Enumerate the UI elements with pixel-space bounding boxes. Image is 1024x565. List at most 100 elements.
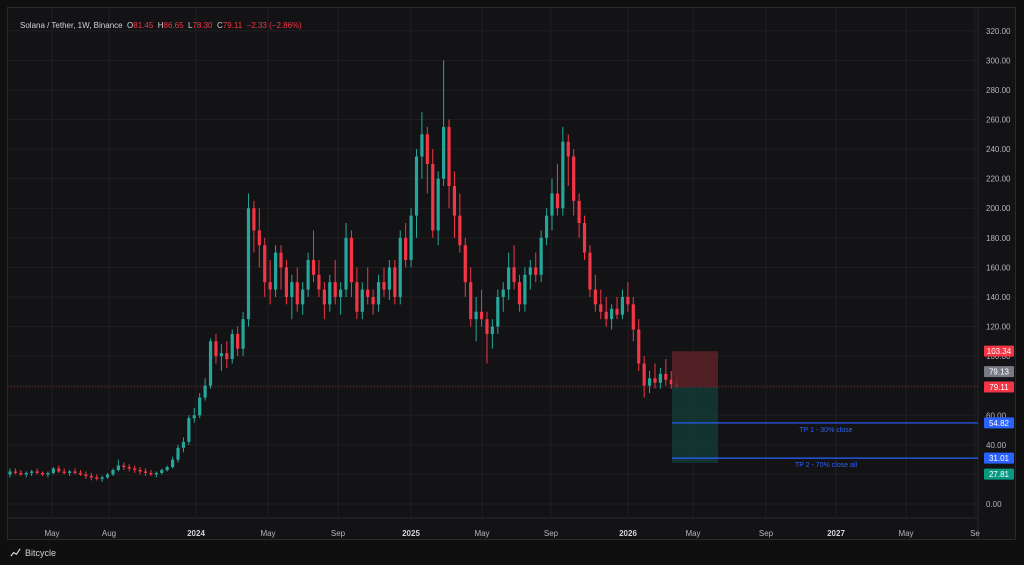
candle-body[interactable]	[339, 289, 343, 297]
candle-body[interactable]	[479, 311, 484, 320]
candle-body[interactable]	[452, 186, 457, 216]
candle-body[interactable]	[165, 467, 169, 470]
candle-body[interactable]	[474, 311, 478, 320]
candle-body[interactable]	[620, 296, 625, 315]
candle-body[interactable]	[133, 468, 137, 470]
candle-body[interactable]	[447, 126, 451, 187]
candle-body[interactable]	[116, 465, 120, 470]
candle-body[interactable]	[317, 274, 321, 290]
candle-body[interactable]	[100, 477, 104, 479]
candle-body[interactable]	[615, 308, 619, 315]
candle-body[interactable]	[420, 134, 424, 157]
candle-body[interactable]	[414, 156, 419, 216]
candle-body[interactable]	[219, 353, 223, 357]
candle-body[interactable]	[30, 471, 34, 473]
candle-body[interactable]	[127, 467, 131, 469]
candle-body[interactable]	[610, 308, 614, 320]
candle-body[interactable]	[149, 472, 153, 475]
candle-body[interactable]	[550, 193, 554, 216]
candle-body[interactable]	[517, 282, 522, 305]
candle-body[interactable]	[284, 267, 289, 297]
candle-body[interactable]	[241, 319, 245, 349]
candle-body[interactable]	[290, 282, 294, 297]
candle-body[interactable]	[588, 252, 592, 290]
stop-loss-zone[interactable]	[672, 351, 718, 388]
candle-body[interactable]	[13, 471, 18, 473]
candle-body[interactable]	[436, 178, 440, 231]
candle-body[interactable]	[62, 471, 66, 473]
candle-body[interactable]	[398, 237, 402, 297]
candle-body[interactable]	[669, 379, 673, 385]
candle-body[interactable]	[593, 289, 597, 305]
candle-body[interactable]	[647, 378, 652, 386]
candle-body[interactable]	[111, 469, 115, 475]
candle-body[interactable]	[360, 289, 364, 312]
candle-body[interactable]	[122, 465, 126, 468]
candle-body[interactable]	[176, 447, 180, 460]
candle-body[interactable]	[653, 378, 657, 383]
candle-body[interactable]	[534, 267, 538, 275]
candle-body[interactable]	[208, 341, 213, 386]
candle-body[interactable]	[295, 282, 299, 305]
candle-body[interactable]	[496, 296, 500, 327]
candle-body[interactable]	[376, 282, 381, 305]
candle-body[interactable]	[658, 373, 662, 383]
candle-body[interactable]	[311, 260, 316, 275]
candle-body[interactable]	[458, 215, 462, 246]
candle-body[interactable]	[192, 415, 196, 419]
candle-body[interactable]	[572, 156, 576, 201]
candle-body[interactable]	[333, 282, 337, 297]
candle-body[interactable]	[442, 126, 446, 179]
candle-body[interactable]	[68, 471, 72, 473]
candle-body[interactable]	[512, 267, 516, 283]
candle-body[interactable]	[387, 267, 391, 290]
candle-body[interactable]	[40, 472, 45, 475]
candle-body[interactable]	[501, 289, 505, 297]
candle-body[interactable]	[409, 215, 413, 260]
candle-body[interactable]	[138, 469, 142, 472]
candle-body[interactable]	[89, 475, 93, 478]
candle-body[interactable]	[599, 304, 603, 312]
candle-body[interactable]	[344, 237, 348, 290]
candle-body[interactable]	[637, 329, 641, 364]
candle-body[interactable]	[469, 282, 473, 320]
candle-body[interactable]	[51, 468, 55, 473]
candle-body[interactable]	[279, 252, 283, 268]
candle-body[interactable]	[555, 193, 560, 209]
candle-body[interactable]	[322, 289, 326, 305]
candle-body[interactable]	[187, 418, 191, 442]
candle-body[interactable]	[225, 353, 229, 360]
candle-body[interactable]	[171, 459, 175, 468]
candle-body[interactable]	[349, 237, 354, 283]
candle-body[interactable]	[355, 282, 359, 312]
candle-body[interactable]	[485, 319, 489, 334]
candle-body[interactable]	[366, 289, 370, 297]
candle-body[interactable]	[507, 267, 511, 290]
candle-body[interactable]	[382, 282, 386, 290]
candle-body[interactable]	[198, 397, 202, 416]
candle-body[interactable]	[252, 208, 256, 231]
candle-body[interactable]	[105, 474, 110, 478]
candle-body[interactable]	[214, 341, 218, 357]
candle-body[interactable]	[664, 373, 668, 380]
candle-body[interactable]	[528, 267, 532, 275]
candle-body[interactable]	[57, 468, 61, 472]
candle-body[interactable]	[236, 333, 240, 349]
candle-body[interactable]	[463, 245, 467, 283]
candle-body[interactable]	[154, 472, 158, 475]
candle-body[interactable]	[577, 200, 581, 224]
candle-body[interactable]	[160, 469, 164, 473]
candle-body[interactable]	[203, 385, 207, 398]
candle-body[interactable]	[78, 472, 83, 475]
candle-body[interactable]	[490, 326, 494, 334]
candle-body[interactable]	[582, 223, 587, 253]
candle-body[interactable]	[263, 245, 267, 283]
candle-body[interactable]	[8, 471, 12, 475]
candle-body[interactable]	[19, 472, 23, 475]
candle-body[interactable]	[544, 215, 549, 238]
candle-body[interactable]	[328, 282, 332, 305]
candle-body[interactable]	[404, 237, 408, 260]
candle-body[interactable]	[431, 163, 435, 231]
candle-body[interactable]	[257, 230, 261, 246]
candle-body[interactable]	[181, 441, 186, 448]
